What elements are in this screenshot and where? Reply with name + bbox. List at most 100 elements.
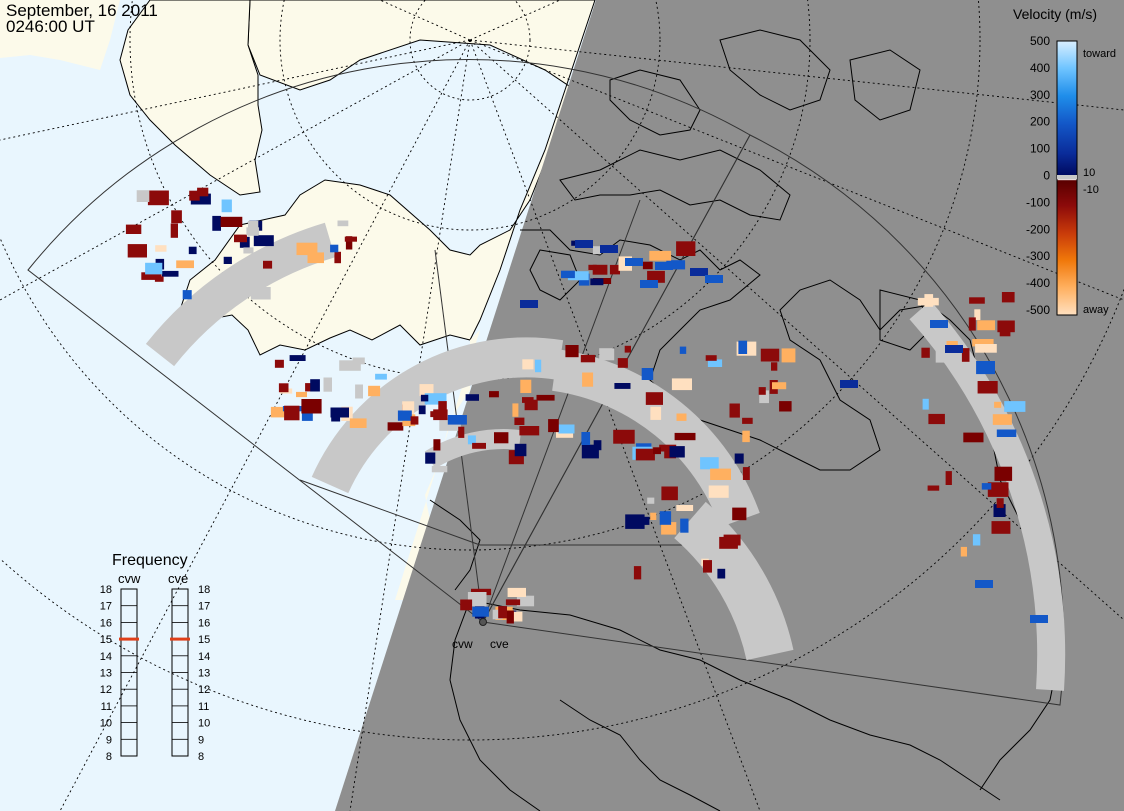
velocity-cell — [972, 534, 981, 546]
freq-scale-label: 14 — [100, 651, 112, 663]
velocity-cell — [669, 446, 685, 458]
radar-site-marker — [479, 618, 487, 626]
velocity-cell — [680, 518, 689, 533]
velocity-cell — [339, 360, 361, 371]
freq-scale-label: 17 — [100, 601, 112, 613]
velocity-cell — [420, 394, 429, 402]
frequency-legend-title: Frequency — [112, 552, 188, 569]
velocity-cell — [625, 258, 643, 266]
velocity-cell — [590, 278, 604, 286]
away-label: away — [1083, 304, 1109, 316]
velocity-cell — [992, 414, 1012, 425]
velocity-cell — [972, 339, 994, 347]
velocity-cell — [624, 345, 631, 353]
freq-col-label-cve: cve — [168, 571, 188, 586]
velocity-cell — [999, 329, 1011, 337]
velocity-cell — [676, 241, 696, 256]
velocity-cell — [659, 444, 677, 452]
velocity-cell — [494, 432, 509, 444]
velocity-cell — [996, 498, 1004, 508]
velocity-tick-label: 100 — [1030, 142, 1050, 156]
velocity-cell — [742, 417, 753, 424]
velocity-cell — [506, 611, 523, 622]
freq-scale-label: 11 — [198, 701, 209, 713]
velocity-cell — [580, 354, 596, 363]
velocity-cell — [263, 260, 273, 269]
velocity-cell — [600, 245, 618, 253]
velocity-cell — [676, 413, 687, 421]
velocity-cell — [375, 373, 387, 380]
velocity-cell — [141, 272, 162, 280]
velocity-cell — [307, 252, 324, 264]
velocity-cell — [253, 235, 274, 247]
freq-col-label-cvw: cvw — [118, 571, 141, 586]
radar-label-cve: cve — [490, 637, 509, 651]
velocity-cell — [840, 380, 858, 388]
velocity-cell — [188, 246, 197, 255]
velocity-cell — [221, 199, 232, 213]
velocity-cell — [289, 355, 306, 361]
velocity-cell — [301, 399, 322, 414]
velocity-cell — [565, 345, 579, 358]
velocity-cell — [981, 483, 992, 490]
velocity-cell — [719, 536, 738, 549]
velocity-cell — [994, 466, 1013, 481]
freq-scale-label: 9 — [106, 734, 112, 746]
velocity-cell — [617, 358, 628, 368]
velocity-cell — [243, 247, 254, 254]
velocity-cell — [270, 406, 285, 418]
plus-ten-label: 10 — [1083, 167, 1095, 179]
velocity-cell — [674, 432, 696, 441]
velocity-cell — [171, 210, 182, 224]
velocity-cell — [700, 457, 719, 470]
velocity-cell — [301, 406, 313, 421]
velocity-cell — [588, 264, 597, 271]
freq-scale-label: 12 — [198, 684, 210, 696]
velocity-cell — [310, 379, 320, 392]
frequency-legend: Frequency cvw cve 18 17 16 15 14 13 12 11 10 9 8 18… — [100, 552, 211, 763]
velocity-cell — [635, 448, 655, 461]
freq-scale-label: 8 — [198, 751, 204, 763]
velocity-cell — [431, 465, 448, 473]
velocity-tick-label: -400 — [1026, 276, 1050, 290]
velocity-cell — [136, 190, 150, 202]
freq-scale-label: 16 — [100, 617, 112, 629]
velocity-cell — [352, 357, 365, 365]
velocity-cell — [690, 268, 708, 276]
velocity-cell — [642, 261, 653, 270]
freq-scale-label: 15 — [198, 634, 210, 646]
freq-scale-label: 11 — [101, 701, 112, 713]
velocity-cell — [633, 566, 642, 580]
velocity-cell — [176, 260, 194, 269]
velocity-cell — [516, 595, 535, 607]
velocity-cell — [928, 413, 945, 425]
velocity-zero-band — [1057, 175, 1077, 179]
velocity-cell — [127, 244, 147, 258]
velocity-cell — [296, 391, 307, 398]
velocity-cell — [705, 355, 717, 361]
velocity-cell — [522, 359, 534, 370]
velocity-cell — [609, 264, 620, 275]
velocity-tick-label: -100 — [1026, 195, 1050, 209]
velocity-cell — [323, 377, 332, 392]
velocity-cell — [640, 280, 658, 288]
velocity-cell — [708, 485, 729, 498]
velocity-cell — [945, 345, 963, 353]
velocity-cell — [349, 418, 367, 428]
velocity-cell — [997, 320, 1015, 333]
velocity-cell — [387, 422, 404, 431]
velocity-cell — [742, 467, 750, 480]
velocity-cell — [467, 592, 487, 607]
velocity-cell — [945, 471, 952, 485]
velocity-cell — [679, 346, 687, 354]
velocity-tick-label: -300 — [1026, 249, 1050, 263]
scan-date: September, 16 2011 — [6, 1, 158, 20]
velocity-cell — [738, 340, 748, 354]
velocity-cell — [645, 392, 663, 405]
velocity-cell — [536, 394, 555, 401]
velocity-cell — [758, 387, 766, 395]
velocity-cell — [930, 320, 948, 328]
velocity-cell — [145, 262, 163, 275]
